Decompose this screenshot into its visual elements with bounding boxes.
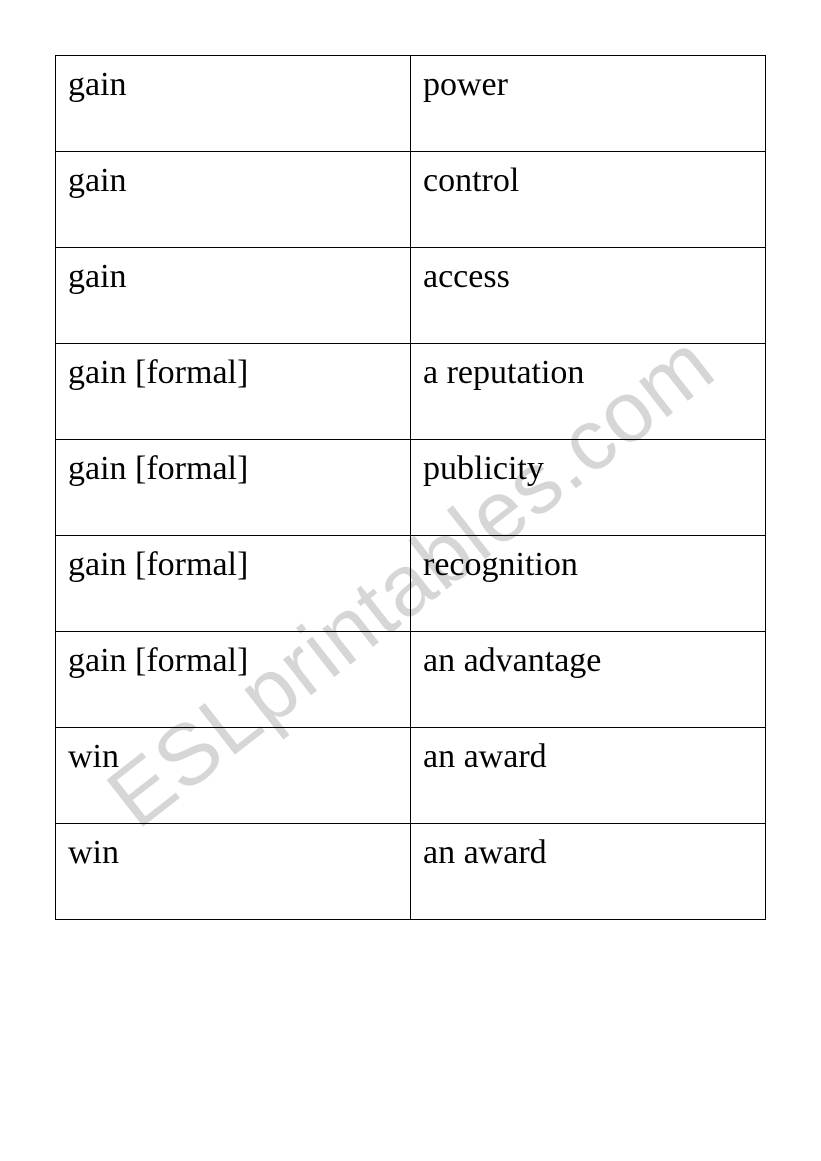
cell-verb: win bbox=[56, 728, 411, 824]
cell-verb: gain [formal] bbox=[56, 536, 411, 632]
cell-verb: gain bbox=[56, 152, 411, 248]
cell-noun: access bbox=[411, 248, 766, 344]
table-row: gain [formal] recognition bbox=[56, 536, 766, 632]
cell-verb: gain [formal] bbox=[56, 632, 411, 728]
cell-noun: control bbox=[411, 152, 766, 248]
cell-verb: gain bbox=[56, 56, 411, 152]
table-row: win an award bbox=[56, 824, 766, 920]
page: ESLprintables.com gain power gain contro… bbox=[0, 0, 821, 1161]
cell-noun: a reputation bbox=[411, 344, 766, 440]
content-layer: gain power gain control gain access gain… bbox=[55, 55, 766, 920]
table-body: gain power gain control gain access gain… bbox=[56, 56, 766, 920]
table-row: gain control bbox=[56, 152, 766, 248]
cell-noun: an advantage bbox=[411, 632, 766, 728]
table-row: gain access bbox=[56, 248, 766, 344]
cell-verb: gain bbox=[56, 248, 411, 344]
table-row: gain power bbox=[56, 56, 766, 152]
cell-noun: an award bbox=[411, 728, 766, 824]
table-row: gain [formal] a reputation bbox=[56, 344, 766, 440]
table-row: gain [formal] publicity bbox=[56, 440, 766, 536]
collocations-table: gain power gain control gain access gain… bbox=[55, 55, 766, 920]
cell-verb: gain [formal] bbox=[56, 344, 411, 440]
cell-noun: publicity bbox=[411, 440, 766, 536]
cell-verb: win bbox=[56, 824, 411, 920]
table-row: win an award bbox=[56, 728, 766, 824]
cell-verb: gain [formal] bbox=[56, 440, 411, 536]
cell-noun: recognition bbox=[411, 536, 766, 632]
cell-noun: an award bbox=[411, 824, 766, 920]
table-row: gain [formal] an advantage bbox=[56, 632, 766, 728]
cell-noun: power bbox=[411, 56, 766, 152]
